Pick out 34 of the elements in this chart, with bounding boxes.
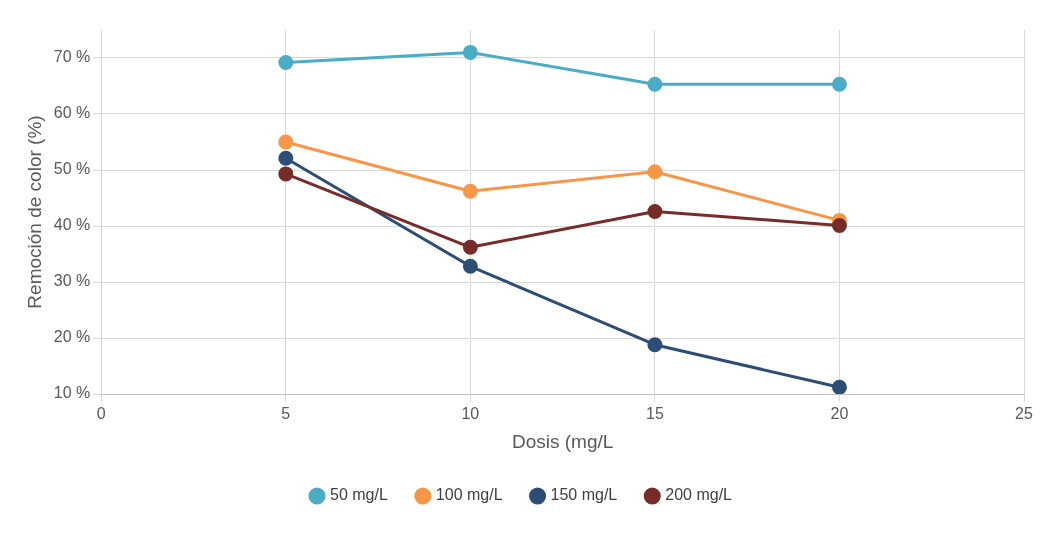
x-axis-title: Dosis (mg/L xyxy=(511,430,614,452)
x-tick-label: 15 xyxy=(646,405,664,423)
point xyxy=(462,44,478,60)
point xyxy=(462,183,478,199)
point xyxy=(647,76,663,92)
x-tick-label: 10 xyxy=(461,405,480,423)
legend-label: 100 mg/L xyxy=(435,486,503,504)
x-tick-label: 25 xyxy=(1015,405,1033,423)
y-tick-label: 10 % xyxy=(53,384,91,402)
x-tick-label: 0 xyxy=(96,405,106,423)
point xyxy=(278,166,294,182)
point xyxy=(462,258,478,274)
point xyxy=(278,150,294,166)
point xyxy=(278,134,294,150)
x-tick-label: 20 xyxy=(830,405,849,423)
point xyxy=(647,164,663,180)
legend-label: 200 mg/L xyxy=(665,486,733,504)
legend-label: 50 mg/L xyxy=(330,486,388,504)
point xyxy=(647,337,663,353)
point xyxy=(462,239,478,255)
y-axis-title: Remoción de color (%) xyxy=(23,115,45,309)
point xyxy=(831,76,847,92)
y-tick-label: 60 % xyxy=(53,104,91,122)
point xyxy=(831,217,847,233)
y-tick-label: 50 % xyxy=(53,160,91,178)
point xyxy=(647,203,663,219)
x-tick-label: 5 xyxy=(281,405,291,423)
legend-label: 150 mg/L xyxy=(550,486,618,504)
point xyxy=(831,379,847,394)
point xyxy=(278,54,294,70)
y-tick-label: 30 % xyxy=(53,272,91,290)
y-tick-label: 20 % xyxy=(53,328,91,346)
y-tick-label: 70 % xyxy=(53,48,91,66)
y-tick-label: 40 % xyxy=(53,216,91,234)
